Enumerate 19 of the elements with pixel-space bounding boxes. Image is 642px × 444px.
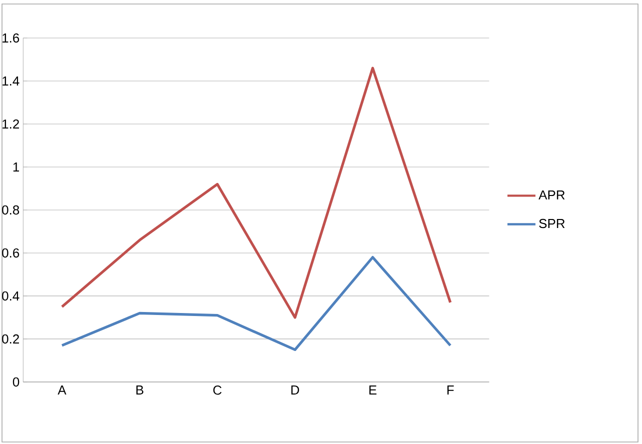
y-tick-label: 0.6	[2, 248, 20, 258]
legend-label: APR	[538, 190, 565, 200]
y-tick-label: 1.2	[2, 119, 19, 129]
y-tick-label: 1.4	[2, 76, 20, 86]
y-tick-label: 1	[13, 162, 20, 172]
line-series	[60, 66, 452, 319]
x-tick-label: F	[447, 386, 454, 394]
y-tick-label: 1.6	[2, 33, 20, 43]
x-tick-label: A	[58, 386, 66, 394]
y-tick-label: 0.2	[2, 334, 19, 344]
x-tick-label: B	[136, 386, 144, 394]
x-tick-label: C	[213, 386, 222, 395]
x-tick-label: D	[291, 386, 300, 394]
line-series	[60, 256, 452, 352]
y-tick-label: 0.4	[2, 291, 20, 301]
y-tick-label: 0.8	[2, 205, 20, 215]
x-tick-label: E	[369, 386, 376, 394]
y-tick-label: 0	[12, 377, 20, 387]
legend-label: SPR	[539, 218, 565, 228]
